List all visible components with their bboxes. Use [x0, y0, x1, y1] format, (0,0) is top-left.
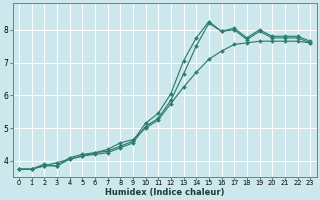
X-axis label: Humidex (Indice chaleur): Humidex (Indice chaleur)	[105, 188, 224, 197]
